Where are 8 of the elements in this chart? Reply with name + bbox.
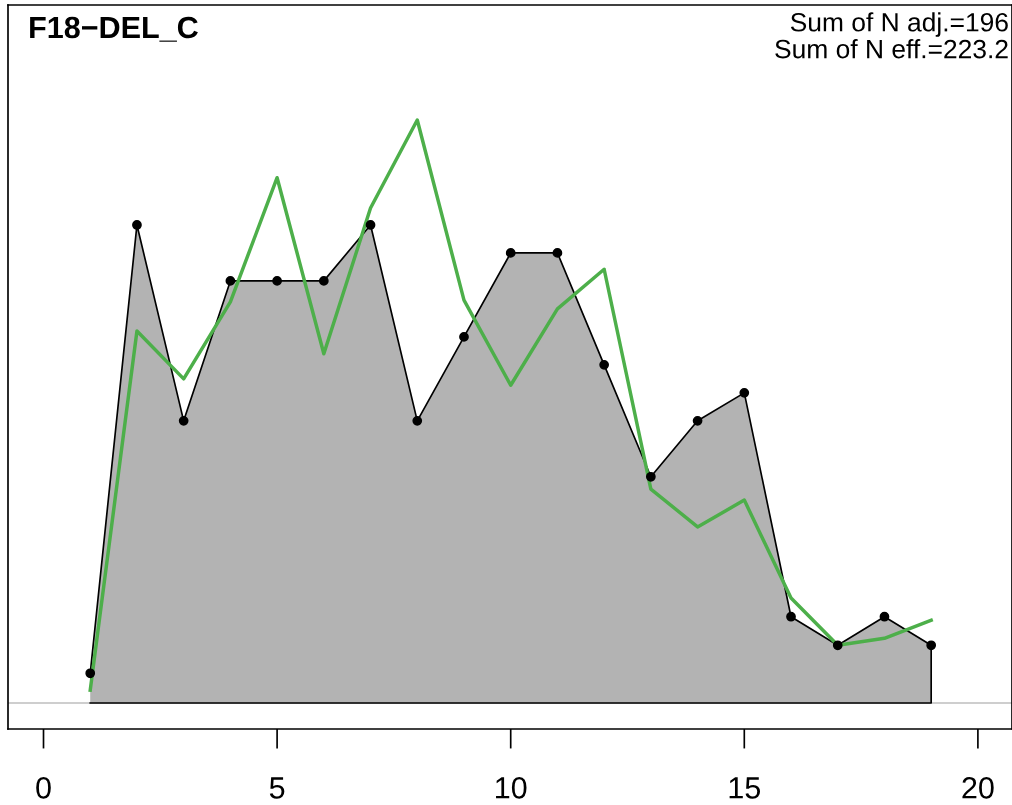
x-tick-label: 5	[269, 777, 285, 799]
x-tick-label: 10	[496, 777, 527, 799]
x-tick-label: 15	[729, 777, 761, 799]
text: Sum of N eff.=223.2	[775, 39, 1008, 59]
x-tick-label: 0	[36, 777, 51, 799]
chart-title: F18−DEL_C	[30, 16, 198, 42]
x-tick-label: 20	[962, 777, 994, 799]
text: Sum of N adj.=196	[790, 12, 1008, 37]
